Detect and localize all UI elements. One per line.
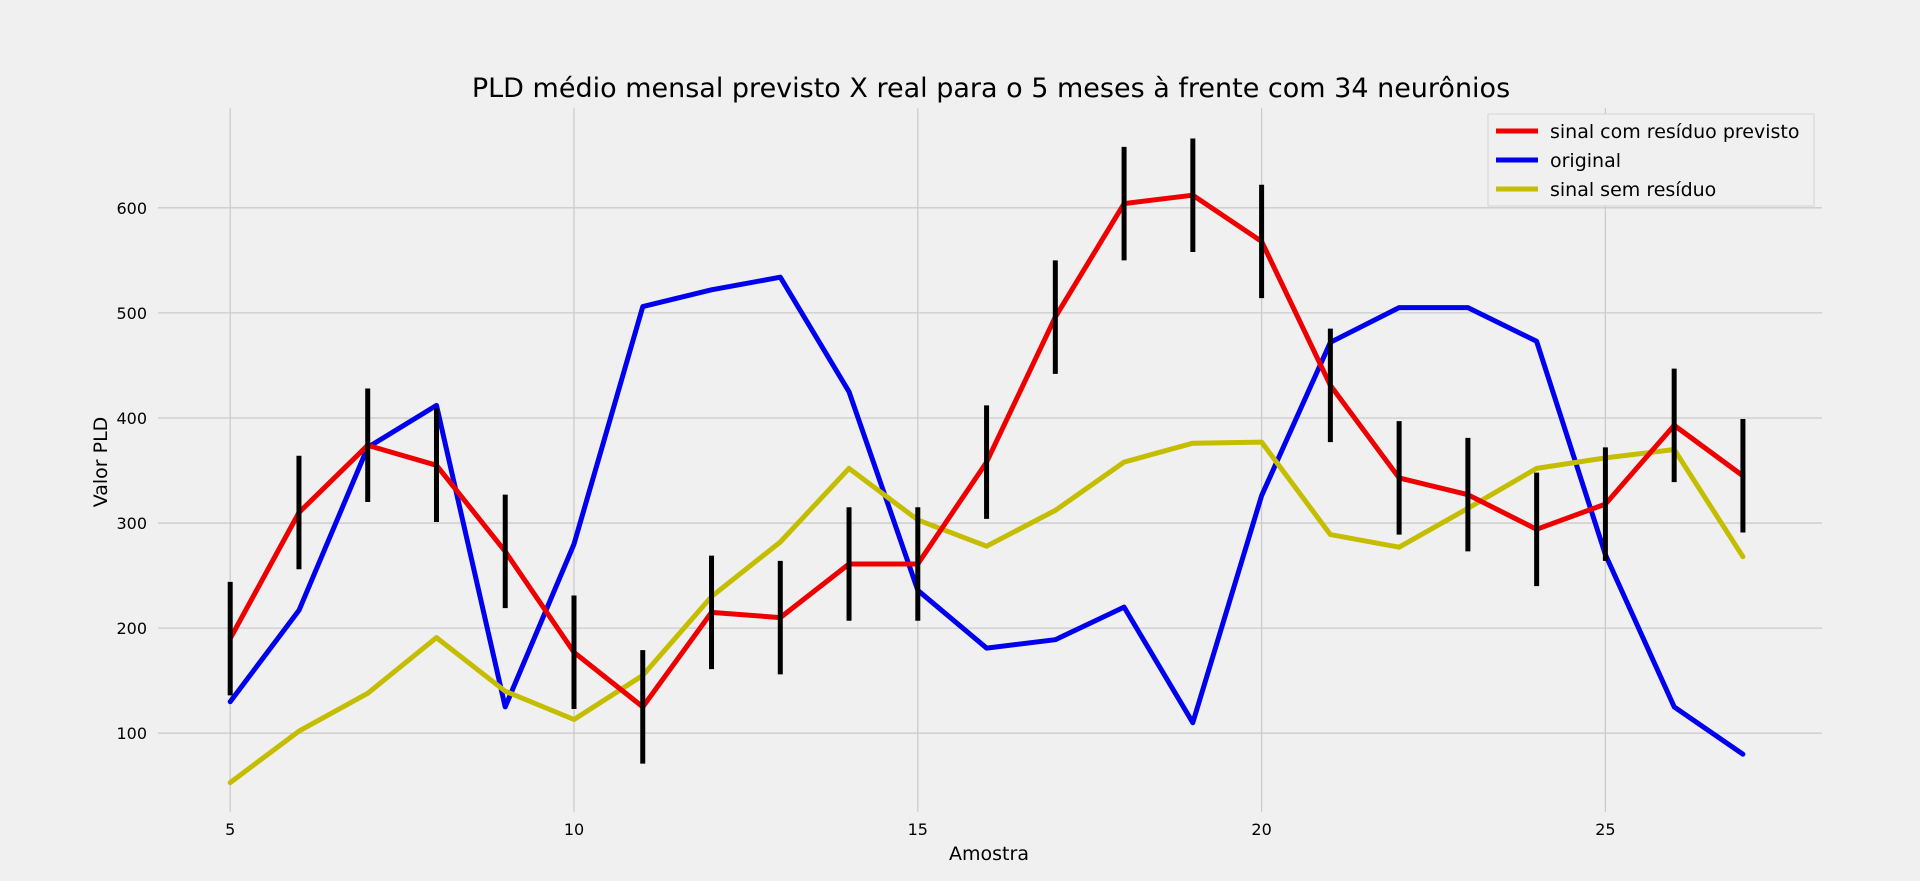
y-tick-label: 100 <box>116 724 147 743</box>
legend-label: sinal com resíduo previsto <box>1550 121 1799 143</box>
x-tick-label: 10 <box>564 820 584 839</box>
x-ticks: 5 10 15 20 25 <box>225 820 1615 839</box>
legend-box <box>1487 113 1815 207</box>
error-bars <box>227 138 1746 764</box>
series-line-original <box>227 274 1746 757</box>
series-line-sinal-sem-residuo <box>227 439 1746 786</box>
legend-label: original <box>1550 150 1621 172</box>
x-axis-label: Amostra <box>949 843 1029 865</box>
x-tick-label: 20 <box>1251 820 1271 839</box>
legend: sinal com resíduo previsto original sinal … <box>1487 113 1815 207</box>
y-tick-label: 500 <box>116 304 147 323</box>
x-tick-label: 25 <box>1595 820 1615 839</box>
y-tick-label: 600 <box>116 199 147 218</box>
legend-label: sinal sem resíduo <box>1550 179 1716 201</box>
x-tick-label: 5 <box>225 820 235 839</box>
x-tick-label: 15 <box>908 820 928 839</box>
y-ticks: 100 200 300 400 500 600 <box>116 199 147 743</box>
y-tick-label: 400 <box>116 409 147 428</box>
y-tick-label: 300 <box>116 514 147 533</box>
y-axis-label: Valor PLD <box>90 417 112 508</box>
chart-title: PLD médio mensal previsto X real para o … <box>472 73 1510 104</box>
y-tick-label: 200 <box>116 619 147 638</box>
